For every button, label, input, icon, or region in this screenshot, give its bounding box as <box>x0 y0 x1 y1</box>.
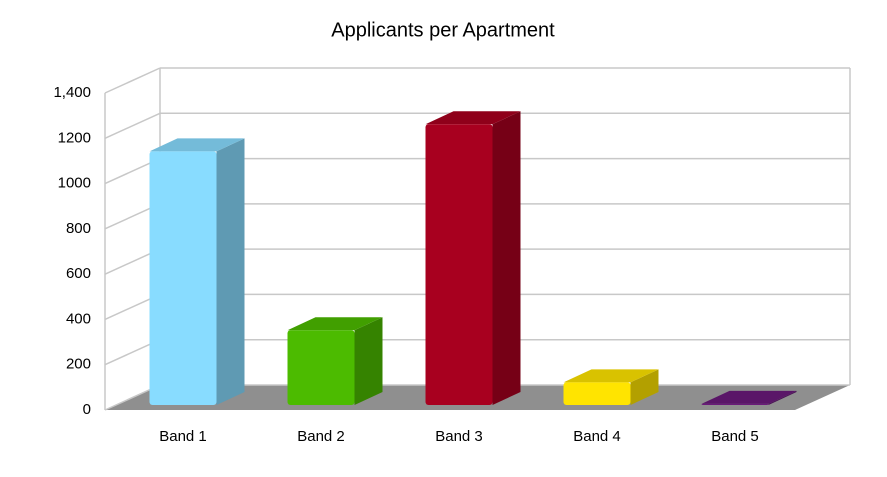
x-tick-label: Band 5 <box>711 428 759 445</box>
bar-side <box>216 138 245 405</box>
bar-top <box>149 138 245 152</box>
bar-side <box>492 111 521 405</box>
bar <box>149 151 217 405</box>
grid-line <box>104 67 161 94</box>
y-tick-label: 1200 <box>58 129 91 146</box>
bar-side <box>354 317 383 405</box>
x-tick-label: Band 4 <box>573 428 621 445</box>
bar-top <box>425 111 521 125</box>
y-tick-label: 800 <box>66 220 91 237</box>
y-tick-label: 400 <box>66 310 91 327</box>
grid-line <box>104 112 161 139</box>
chart-title: Applicants per Apartment <box>331 19 555 41</box>
y-tick-label: 0 <box>83 401 91 418</box>
x-tick-label: Band 3 <box>435 428 483 445</box>
y-tick-label: 200 <box>66 356 91 373</box>
y-tick-label: 600 <box>66 265 91 282</box>
x-tick-label: Band 2 <box>297 428 345 445</box>
bar-side <box>768 390 797 405</box>
bar <box>287 330 355 405</box>
bar <box>425 124 493 405</box>
bar <box>563 382 631 405</box>
bar-side <box>630 369 659 405</box>
x-tick-label: Band 1 <box>159 428 207 445</box>
bar <box>701 403 769 405</box>
y-tick-label: 1,400 <box>53 84 91 101</box>
bar-top <box>563 369 659 383</box>
bar-top <box>287 317 383 331</box>
y-tick-label: 1000 <box>58 175 91 192</box>
bar-top <box>701 390 797 404</box>
